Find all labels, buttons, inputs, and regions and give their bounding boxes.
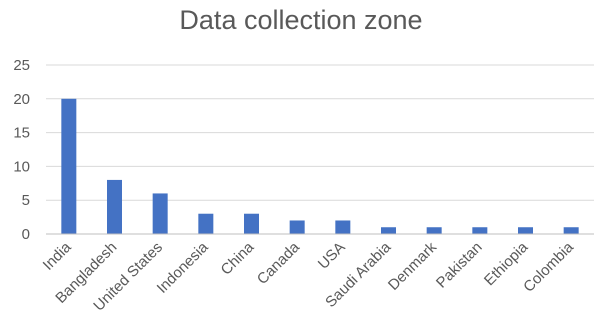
x-tick-label: Canada [254, 238, 304, 288]
bar-canada [289, 220, 305, 234]
x-tick-label: Colombia [520, 238, 577, 295]
bar-saudi-arabia [381, 227, 396, 234]
bar-colombia [563, 227, 579, 234]
x-tick-label: China [218, 238, 258, 278]
bars [61, 98, 579, 234]
bar-pakistan [472, 227, 488, 234]
bar-usa [335, 220, 351, 234]
y-tick-label: 10 [13, 158, 30, 175]
bar-bangladesh [107, 179, 122, 234]
y-axis-ticks: 0 5 10 15 20 25 [13, 57, 30, 243]
bar-china [244, 213, 259, 234]
y-tick-label: 15 [13, 125, 30, 142]
bar-denmark [426, 227, 442, 234]
y-tick-label: 20 [13, 91, 30, 108]
x-tick-label: Denmark [385, 238, 440, 293]
x-tick-label: Indonesia [154, 238, 212, 296]
bar-indonesia [198, 213, 214, 234]
y-tick-label: 0 [22, 226, 30, 243]
bar-india [61, 98, 77, 234]
gridlines [46, 64, 594, 201]
y-tick-label: 5 [22, 192, 30, 209]
bar-ethiopia [518, 227, 533, 234]
bar-united-states [152, 193, 168, 234]
x-tick-label: Pakistan [433, 239, 486, 292]
chart-title: Data collection zone [179, 5, 422, 35]
y-tick-label: 25 [13, 57, 30, 74]
x-tick-label: India [40, 238, 75, 273]
x-tick-label: USA [315, 239, 349, 273]
